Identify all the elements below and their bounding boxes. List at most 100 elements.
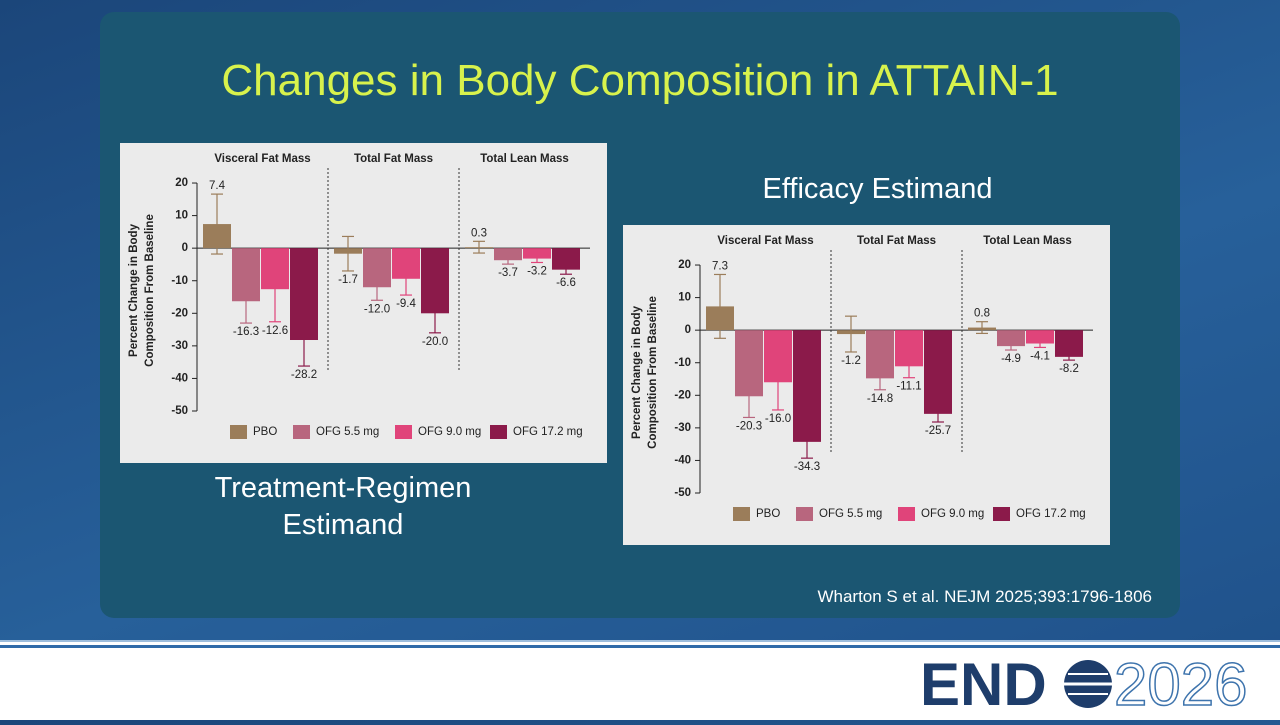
value-label: -25.7 — [925, 425, 951, 437]
value-label: -20.3 — [736, 420, 762, 432]
panel-title: Visceral Fat Mass — [717, 235, 813, 247]
bar — [421, 248, 449, 314]
y-tick-label: -30 — [171, 340, 188, 352]
value-label: 7.3 — [712, 261, 728, 273]
bar — [1026, 330, 1054, 344]
value-label: -12.6 — [262, 325, 288, 337]
legend-swatch — [490, 425, 507, 439]
value-label: 0.3 — [471, 227, 487, 239]
bar — [706, 306, 734, 331]
y-axis-label: Percent Change in Body — [128, 223, 140, 357]
value-label: -4.1 — [1030, 350, 1050, 362]
y-tick-label: -40 — [674, 454, 691, 466]
caption-line: Treatment-Regimen — [214, 472, 472, 504]
value-label: -14.8 — [867, 393, 893, 405]
y-tick-label: -20 — [674, 389, 691, 401]
value-label: -1.7 — [338, 274, 358, 286]
legend-label: OFG 9.0 mg — [418, 426, 481, 438]
logo-year: 2026 — [1114, 651, 1247, 718]
y-tick-label: 10 — [175, 210, 188, 222]
bar — [866, 330, 894, 379]
logo-globe — [1064, 660, 1112, 708]
footer: END 2026 — [0, 640, 1280, 719]
chart-caption: Efficacy Estimand — [700, 171, 1055, 208]
bar — [735, 330, 763, 397]
y-tick-label: -30 — [674, 422, 691, 434]
y-tick-label: 0 — [182, 242, 188, 254]
chart-caption: Treatment-Regimen Estimand — [183, 470, 503, 544]
bar — [232, 248, 260, 302]
value-label: -8.2 — [1059, 363, 1079, 375]
legend-swatch — [796, 507, 813, 521]
value-label: -20.0 — [422, 336, 448, 348]
bar — [290, 248, 318, 341]
y-tick-label: 20 — [678, 259, 691, 271]
bar — [334, 248, 362, 254]
legend-label: OFG 5.5 mg — [819, 508, 882, 520]
legend-swatch — [230, 425, 247, 439]
y-axis-label: Composition From Baseline — [144, 214, 156, 367]
error-bar — [845, 315, 857, 353]
caption-line: Estimand — [282, 509, 404, 541]
footer-rule — [0, 645, 1280, 648]
legend-swatch — [293, 425, 310, 439]
y-tick-label: -10 — [674, 357, 691, 369]
citation: Wharton S et al. NEJM 2025;393:1796-1806 — [817, 587, 1152, 606]
bar — [837, 330, 865, 335]
legend-label: OFG 17.2 mg — [513, 426, 583, 438]
slide-title: Changes in Body Composition in ATTAIN-1 — [221, 56, 1059, 105]
logo-brand: END — [920, 651, 1047, 718]
value-label: -9.4 — [396, 298, 416, 310]
legend-label: OFG 9.0 mg — [921, 508, 984, 520]
y-tick-label: -40 — [171, 372, 188, 384]
y-tick-label: 10 — [678, 292, 691, 304]
footer-rule — [0, 640, 1280, 642]
legend-label: OFG 5.5 mg — [316, 426, 379, 438]
error-bar — [342, 235, 354, 272]
bar — [924, 330, 952, 414]
chart: 20 10 0 -10 -20 -30 -40 -50 Percent Change in Bo… — [623, 225, 1110, 545]
value-label: -4.9 — [1001, 353, 1021, 365]
y-tick-label: -10 — [171, 275, 188, 287]
bar — [494, 248, 522, 261]
bar — [261, 248, 289, 290]
value-label: -1.2 — [841, 355, 861, 367]
legend-label: PBO — [756, 508, 780, 520]
bar — [968, 327, 996, 331]
y-tick-label: 20 — [175, 177, 188, 189]
legend-swatch — [395, 425, 412, 439]
y-tick-label: -20 — [171, 307, 188, 319]
bar — [552, 248, 580, 270]
caption-line: Efficacy Estimand — [762, 173, 993, 205]
value-label: -3.7 — [498, 267, 518, 279]
value-label: -3.2 — [527, 266, 547, 278]
legend-swatch — [993, 507, 1010, 521]
bar — [895, 330, 923, 367]
value-label: 7.4 — [209, 180, 226, 192]
bar — [997, 330, 1025, 347]
bar — [392, 248, 420, 279]
value-label: -11.1 — [896, 381, 921, 393]
panel-title: Total Fat Mass — [857, 235, 936, 247]
panel-title: Total Lean Mass — [983, 235, 1072, 247]
bar — [203, 224, 231, 249]
panel-title: Visceral Fat Mass — [214, 153, 310, 165]
y-tick-label: 0 — [685, 324, 691, 336]
panel-title: Total Lean Mass — [480, 153, 569, 165]
bar — [764, 330, 792, 383]
value-label: -12.0 — [364, 303, 390, 315]
bar — [363, 248, 391, 288]
bar — [465, 247, 493, 249]
y-axis-label: Percent Change in Body — [631, 305, 643, 439]
bar — [793, 330, 821, 442]
y-axis-label: Composition From Baseline — [647, 296, 659, 449]
chart: 20 10 0 -10 -20 -30 -40 -50 Percent Change in Bo… — [120, 143, 607, 463]
value-label: -34.3 — [794, 461, 820, 473]
legend-swatch — [733, 507, 750, 521]
value-label: -16.0 — [765, 413, 791, 425]
y-tick-label: -50 — [674, 487, 691, 499]
legend-label: OFG 17.2 mg — [1016, 508, 1086, 520]
bar — [1055, 330, 1083, 357]
y-tick-label: -50 — [171, 405, 188, 417]
